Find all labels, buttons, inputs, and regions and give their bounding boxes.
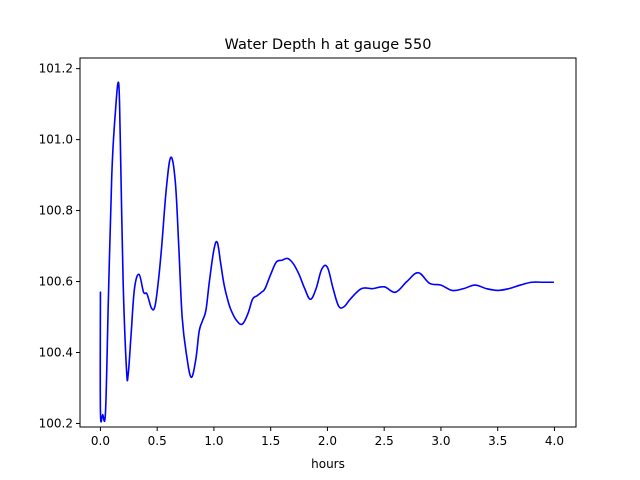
y-tick-label: 101.2: [39, 62, 73, 76]
y-tick-label: 100.6: [39, 275, 73, 289]
series-line-0: [99, 81, 555, 423]
x-axis: 0.0 0.5 1.0 1.5 2.0 2.5 3.0 3.5 4.0: [91, 427, 564, 448]
series-layer: [99, 81, 555, 423]
chart-title: Water Depth h at gauge 550: [225, 37, 432, 53]
x-tick-label: 2.5: [375, 434, 394, 448]
plot-background: [80, 58, 576, 427]
plot-frame: [79, 57, 577, 428]
x-tick-label: 2.0: [318, 434, 337, 448]
x-tick-label: 3.5: [488, 434, 507, 448]
x-tick-label: 0.0: [91, 434, 110, 448]
x-axis-label: hours: [311, 457, 345, 471]
x-tick-label: 3.0: [431, 434, 450, 448]
plot-area: [80, 58, 576, 427]
y-tick-label: 101.0: [39, 133, 73, 147]
y-tick-label: 100.2: [39, 416, 73, 430]
x-tick-label: 4.0: [545, 434, 564, 448]
y-axis: 100.2 100.4 100.6 100.8 101.0 101.2: [39, 62, 80, 430]
x-tick-label: 1.0: [204, 434, 223, 448]
y-tick-label: 100.8: [39, 204, 73, 218]
x-tick-label: 1.5: [261, 434, 280, 448]
x-tick-label: 0.5: [148, 434, 167, 448]
y-tick-label: 100.4: [39, 345, 73, 359]
